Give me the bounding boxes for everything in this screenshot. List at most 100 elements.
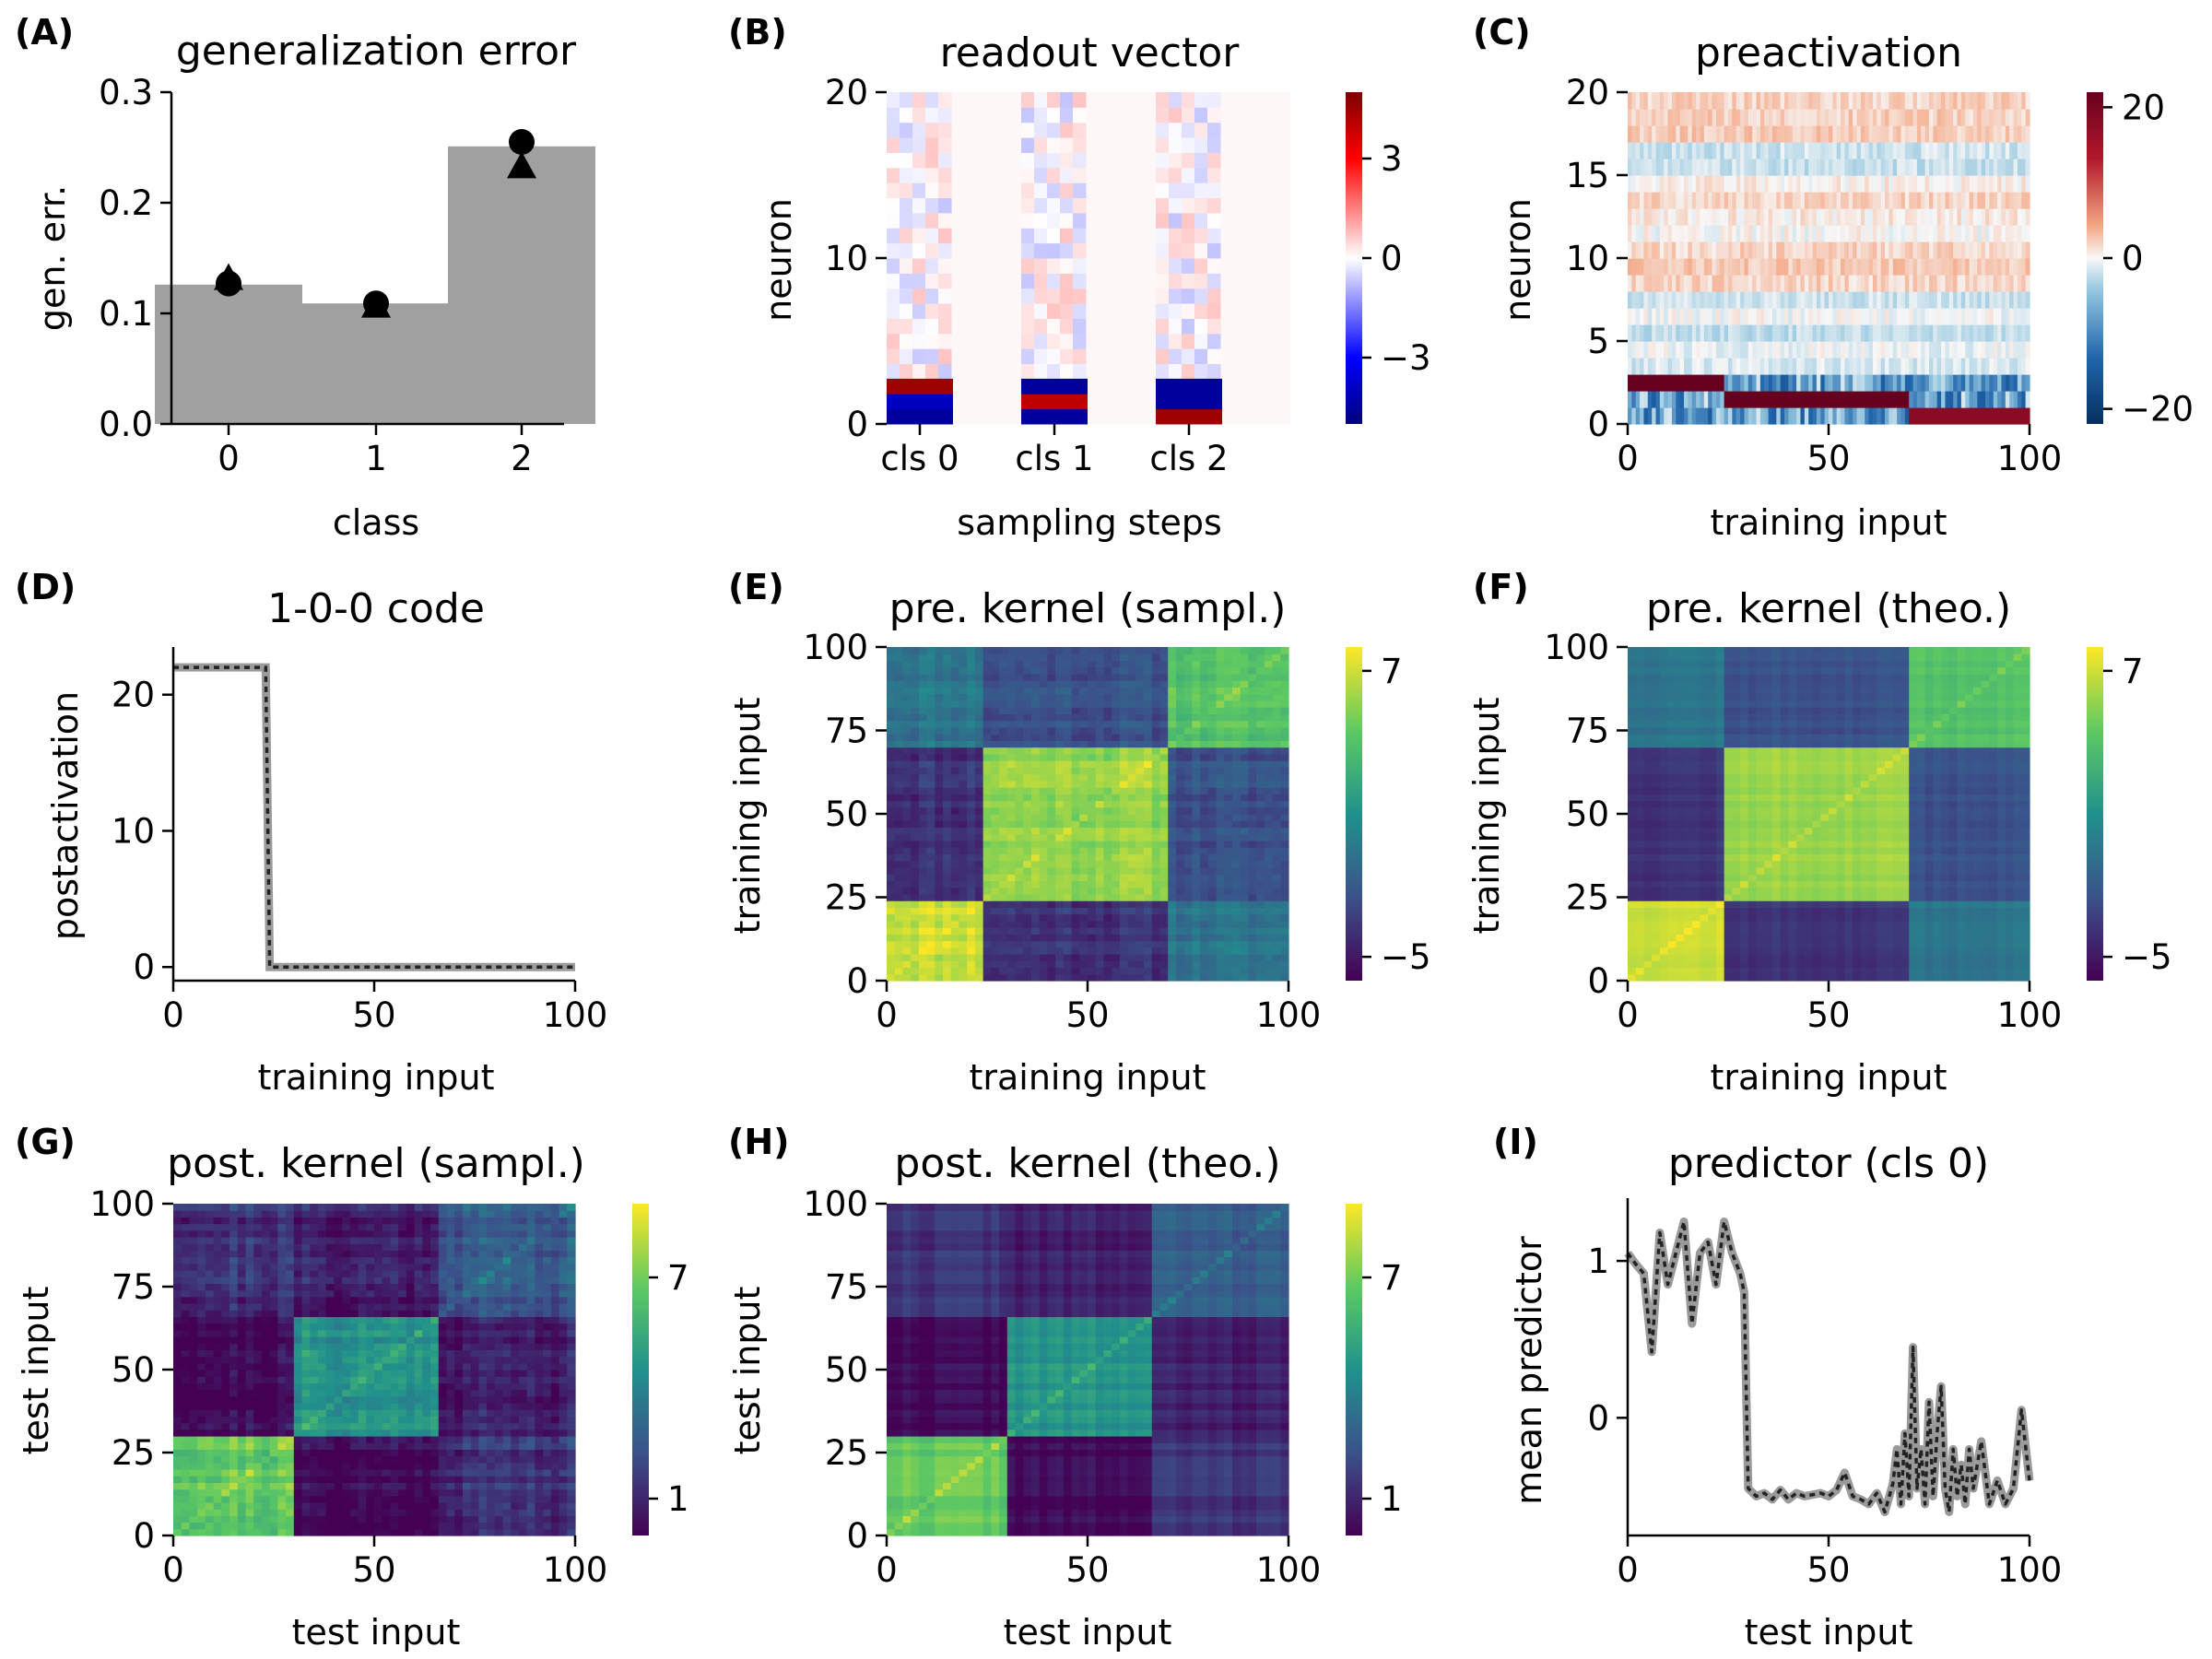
kernel-cell xyxy=(1103,960,1112,969)
kernel-cell xyxy=(1216,707,1225,714)
kernel-cell xyxy=(1088,827,1097,835)
kernel-row-15 xyxy=(887,874,1289,881)
readout-cell xyxy=(1194,273,1208,289)
kernel-cell xyxy=(1272,660,1281,668)
preact-cell xyxy=(1759,192,1765,209)
preact-cell xyxy=(1972,324,1978,342)
preact-cell xyxy=(1788,324,1794,342)
preact-cell xyxy=(1664,175,1669,193)
kernel-cell xyxy=(982,967,992,975)
kernel-cell xyxy=(974,860,984,868)
kernel-cell xyxy=(1071,893,1080,901)
kernel-cell xyxy=(1039,680,1048,688)
readout-cell xyxy=(1060,107,1074,124)
kernel-cell xyxy=(959,853,968,862)
kernel-cell xyxy=(1063,734,1073,741)
preact-cell xyxy=(1788,341,1794,359)
preact-cell xyxy=(1667,208,1673,226)
kernel-cell xyxy=(959,794,968,802)
preact-cell xyxy=(1724,241,1729,259)
kernel-cell xyxy=(1112,820,1121,829)
kernel-cell xyxy=(991,800,1000,808)
preact-cell xyxy=(1768,225,1773,242)
kernel-cell xyxy=(1088,866,1097,875)
preact-cell xyxy=(1832,142,1838,159)
kernel-cell xyxy=(959,893,968,901)
kernel-row-22 xyxy=(887,827,1289,835)
kernel-cell xyxy=(1023,973,1032,982)
kernel-cell xyxy=(1039,814,1048,821)
preact-cell xyxy=(1853,208,1858,226)
preact-cell xyxy=(1732,125,1737,143)
kernel-cell xyxy=(1103,814,1112,821)
kernel-cell xyxy=(1151,700,1161,708)
kernel-cell xyxy=(1055,880,1065,888)
kernel-cell xyxy=(1023,680,1032,688)
kernel-cell xyxy=(950,954,960,961)
preact-cell xyxy=(1981,358,1986,375)
chart-title-d: 1-0-0 code xyxy=(267,585,485,632)
kernel-cell xyxy=(935,853,944,862)
preact-cell xyxy=(1655,241,1661,259)
kernel-cell xyxy=(950,707,960,714)
readout-cell xyxy=(1034,228,1048,244)
preact-cell xyxy=(1841,358,1846,375)
kernel-cell xyxy=(1039,720,1048,728)
kernel-cell xyxy=(1207,913,1218,922)
kernel-cell xyxy=(1280,940,1289,948)
preact-cell xyxy=(1800,407,1806,425)
preact-cell xyxy=(1933,142,1938,159)
preact-cell xyxy=(2017,291,2022,309)
kernel-cell xyxy=(1095,720,1105,728)
kernel-cell xyxy=(959,767,968,775)
preact-cell xyxy=(1788,175,1794,193)
kernel-cell xyxy=(1095,806,1105,815)
preact-cell xyxy=(1936,258,1942,276)
preact-cell xyxy=(1667,92,1673,110)
kernel-cell xyxy=(967,767,976,775)
kernel-cell xyxy=(1248,920,1257,928)
kernel-cell xyxy=(1200,734,1209,741)
kernel-cell xyxy=(1183,720,1193,728)
preact-cell xyxy=(1676,92,1681,110)
readout-cell xyxy=(1156,242,1170,259)
kernel-cell xyxy=(1047,874,1056,881)
kernel-cell xyxy=(1264,693,1274,701)
kernel-cell xyxy=(1200,874,1209,881)
kernel-cell xyxy=(967,666,976,675)
kernel-cell xyxy=(1047,893,1056,901)
preact-cell xyxy=(1808,391,1814,408)
preact-cell xyxy=(1643,391,1649,408)
preact-cell xyxy=(1671,374,1677,392)
preact-cell xyxy=(1921,125,1926,143)
preact-cell xyxy=(1960,109,1966,126)
kernel-cell xyxy=(1030,767,1041,775)
preact-cell xyxy=(1800,391,1806,408)
kernel-cell xyxy=(935,934,944,942)
kernel-cell xyxy=(1248,913,1257,922)
kernel-cell xyxy=(1063,874,1073,881)
preact-cell xyxy=(1957,175,1962,193)
readout-cell xyxy=(1194,92,1208,108)
readout-cell xyxy=(925,348,939,365)
kernel-cell xyxy=(1119,827,1129,835)
preact-cell xyxy=(1868,407,1874,425)
kernel-cell xyxy=(1119,700,1129,708)
preact-cell xyxy=(1628,208,1632,226)
kernel-cell xyxy=(967,713,976,722)
preact-cell xyxy=(1659,125,1665,143)
kernel-cell xyxy=(1127,900,1136,908)
kernel-cell xyxy=(982,874,992,881)
kernel-cell xyxy=(1063,907,1073,915)
x-tick-cls-1: cls 1 xyxy=(1015,439,1093,478)
preact-row-13 xyxy=(1628,192,2030,209)
preact-cell xyxy=(2025,125,2030,143)
preact-cell xyxy=(1696,175,1701,193)
x-tick-cls-0: cls 0 xyxy=(880,439,959,478)
kernel-cell xyxy=(1119,934,1129,942)
kernel-cell xyxy=(1127,814,1136,821)
kernel-cell xyxy=(1272,853,1281,862)
kernel-cell xyxy=(1248,806,1257,815)
preact-cell xyxy=(1744,407,1749,425)
preact-cell xyxy=(1768,308,1773,325)
